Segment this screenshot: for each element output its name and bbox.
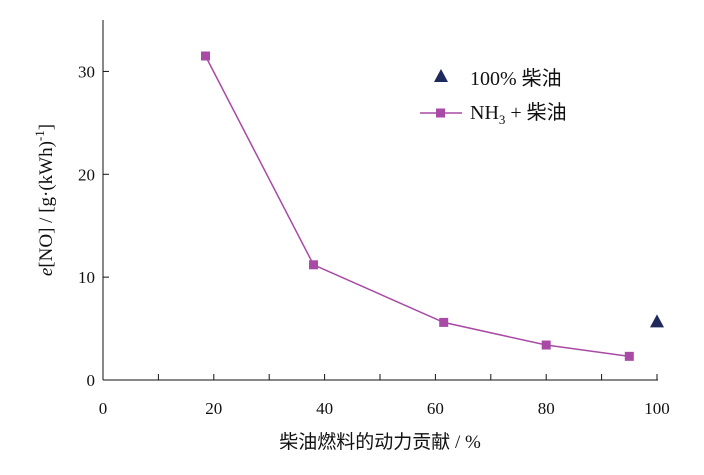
legend-label-nh3: NH3 + 柴油 xyxy=(470,101,567,127)
axes xyxy=(102,20,658,381)
data-point-square xyxy=(624,351,634,361)
y-axis-title-italic: e xyxy=(36,268,57,276)
y-tick-label: 0 xyxy=(87,371,96,390)
legend-label-nh3-rest: + 柴油 xyxy=(505,101,566,124)
y-axis-title-end: ] xyxy=(36,124,57,130)
x-tick-label: 0 xyxy=(99,399,108,418)
legend: 100% 柴油 NH3 + 柴油 xyxy=(420,67,567,127)
data-point-square xyxy=(200,51,210,61)
x-tick-label: 20 xyxy=(205,399,222,418)
data-point-square xyxy=(541,340,551,350)
y-tick-label: 30 xyxy=(78,62,95,81)
y-axis-title: e[NO] / [g·(kWh)-1] xyxy=(32,124,57,276)
data-point-square xyxy=(439,317,449,327)
legend-marker-nh3 xyxy=(436,108,445,118)
y-tick-label: 20 xyxy=(78,165,95,184)
data-point-square xyxy=(309,260,319,270)
legend-label-diesel: 100% 柴油 xyxy=(470,67,562,90)
y-axis-title-sup: -1 xyxy=(32,130,47,141)
legend-marker-diesel xyxy=(434,69,448,82)
series-layer xyxy=(200,51,664,361)
x-tick-label: 100 xyxy=(644,399,670,418)
ticks: 0 10 20 30 0 20 40 60 80 100 xyxy=(78,62,670,418)
data-point-triangle xyxy=(650,314,664,328)
x-tick-label: 80 xyxy=(538,399,555,418)
y-axis-title-main: [NO] / [g·(kWh) xyxy=(36,141,57,268)
x-axis-title: 柴油燃料的动力贡献 / % xyxy=(279,431,481,453)
x-tick-label: 40 xyxy=(316,399,333,418)
x-tick-label: 60 xyxy=(427,399,444,418)
legend-label-nh3-main: NH xyxy=(470,102,499,124)
legend-label-nh3-sub: 3 xyxy=(499,112,506,127)
y-tick-label: 10 xyxy=(78,268,95,287)
